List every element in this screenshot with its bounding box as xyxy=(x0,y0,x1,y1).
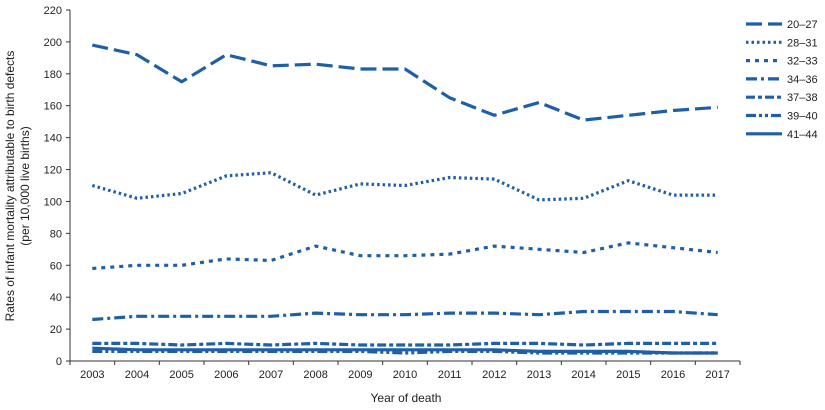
x-tick-label: 2011 xyxy=(438,369,462,381)
series-line-1 xyxy=(91,43,718,122)
x-tick-label: 2009 xyxy=(348,369,372,381)
y-axis-title-line1: Rates of infant mortality attributable t… xyxy=(3,51,17,322)
series-line-3 xyxy=(92,241,718,271)
x-tick-label: 2016 xyxy=(661,369,685,381)
legend-label-6: 39–40 xyxy=(787,111,818,123)
y-tick-label: 100 xyxy=(44,196,62,208)
x-tick-label: 2006 xyxy=(214,369,238,381)
series-line-7 xyxy=(92,346,718,355)
series-line-2 xyxy=(91,171,718,202)
y-tick-label: 180 xyxy=(44,69,62,81)
x-tick-label: 2012 xyxy=(482,369,506,381)
series-line-4 xyxy=(92,309,718,322)
y-tick-label: 40 xyxy=(50,292,62,304)
x-tick-label: 2014 xyxy=(571,369,595,381)
y-tick-label: 80 xyxy=(50,228,62,240)
y-axis-title-line2: (per 10,000 live births) xyxy=(18,126,32,245)
y-axis-title: Rates of infant mortality attributable t… xyxy=(3,51,32,322)
x-axis-title: Year of death xyxy=(371,391,442,405)
x-tick-label: 2007 xyxy=(259,369,283,381)
legend-label-5: 37–38 xyxy=(787,92,818,104)
y-tick-label: 0 xyxy=(56,356,62,368)
x-tick-label: 2005 xyxy=(169,369,193,381)
x-tick-label: 2003 xyxy=(80,369,104,381)
legend-label-7: 41–44 xyxy=(787,129,818,141)
x-tick-label: 2017 xyxy=(705,369,729,381)
legend-label-4: 34–36 xyxy=(787,74,818,86)
x-tick-label: 2004 xyxy=(125,369,149,381)
legend-label-2: 28–31 xyxy=(787,37,818,49)
x-tick-label: 2008 xyxy=(303,369,327,381)
y-tick-label: 220 xyxy=(44,5,62,17)
y-tick-label: 140 xyxy=(44,133,62,145)
y-tick-label: 120 xyxy=(44,165,62,177)
y-tick-label: 160 xyxy=(44,101,62,113)
y-tick-label: 200 xyxy=(44,37,62,49)
series-line-5 xyxy=(92,341,718,347)
y-tick-label: 20 xyxy=(50,324,62,336)
x-tick-label: 2010 xyxy=(393,369,417,381)
x-tick-label: 2015 xyxy=(616,369,640,381)
legend-label-1: 20–27 xyxy=(787,19,818,31)
y-tick-label: 60 xyxy=(50,260,62,272)
legend-label-3: 32–33 xyxy=(787,56,818,68)
x-tick-label: 2013 xyxy=(527,369,551,381)
